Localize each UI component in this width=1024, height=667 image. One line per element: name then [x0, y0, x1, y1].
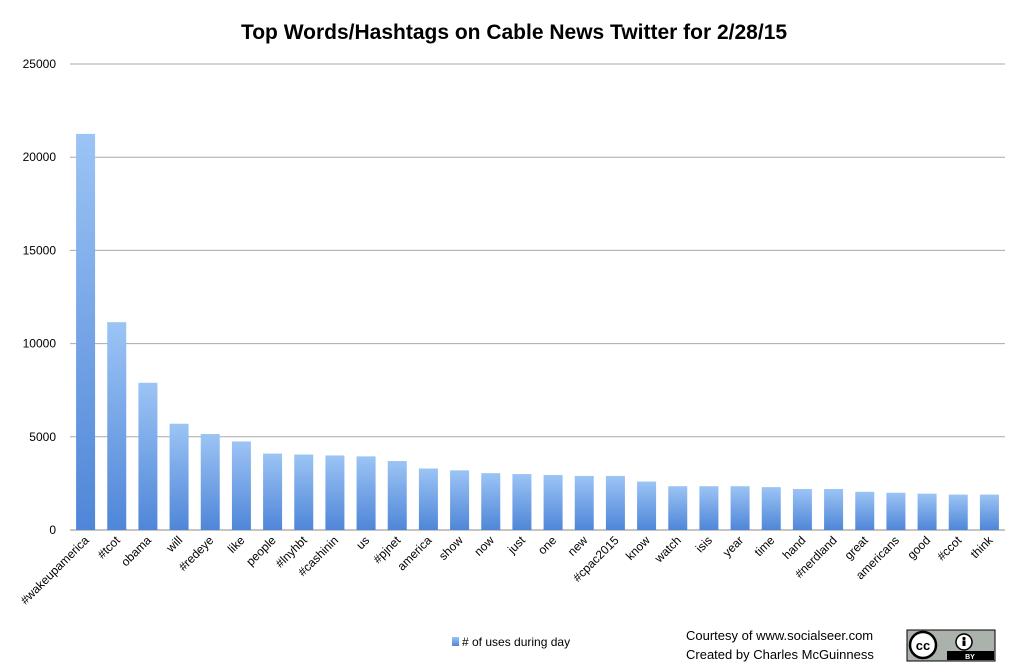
bar-hand: [792, 488, 812, 530]
bar-ccot: [948, 494, 968, 530]
bar-obama: [138, 382, 158, 530]
y-tick-label: 10000: [23, 337, 57, 351]
x-tick-label: people: [243, 533, 279, 569]
legend: # of uses during day: [452, 635, 570, 649]
bar-america: [418, 468, 438, 530]
cc-icon: [908, 630, 938, 660]
bar-americans: [886, 492, 906, 530]
x-tick-label: like: [225, 533, 248, 556]
x-tick-label: good: [904, 533, 933, 562]
bar-new: [574, 475, 594, 530]
bar-one: [543, 475, 563, 530]
legend-swatch: [452, 637, 459, 646]
x-tick-label: year: [720, 533, 746, 559]
x-tick-label: #wakeupamerica: [18, 533, 92, 607]
x-tick-label: think: [968, 533, 997, 562]
bar-pjnet: [387, 461, 407, 530]
x-tick-label: show: [436, 533, 466, 563]
x-tick-label: isis: [693, 533, 715, 555]
x-tick-label: watch: [651, 533, 684, 566]
y-tick-label: 5000: [29, 430, 56, 444]
bar-just: [512, 474, 532, 530]
bar-us: [356, 456, 376, 530]
bar-show: [450, 470, 470, 530]
x-tick-label: just: [504, 533, 528, 557]
y-tick-label: 15000: [23, 243, 57, 257]
credit-line-2: Created by Charles McGuinness: [686, 647, 874, 662]
bar-great: [855, 491, 875, 530]
bar-lnyhbt: [294, 454, 314, 530]
x-tick-label: us: [353, 533, 372, 552]
bar-cashinin: [325, 455, 345, 530]
bar-will: [169, 423, 189, 530]
cc-by-badge[interactable]: cc BY: [906, 629, 996, 662]
bar-nerdland: [824, 488, 844, 530]
bar-people: [263, 453, 283, 530]
bar-think: [979, 494, 999, 530]
x-tick-label: #ccot: [934, 533, 965, 564]
x-tick-label: obama: [118, 533, 154, 569]
credits: Courtesy of www.socialseer.com Created b…: [686, 628, 874, 662]
y-axis: 0 5000 10000 15000 20000 25000: [23, 57, 57, 537]
x-tick-label: america: [394, 533, 434, 573]
x-tick-label: #redeye: [176, 533, 217, 574]
credit-line-1: Courtesy of www.socialseer.com: [686, 628, 873, 643]
legend-label: # of uses during day: [462, 635, 570, 649]
bar-like: [231, 441, 251, 530]
x-tick-label: will: [163, 533, 185, 555]
bar-tcot: [107, 322, 127, 530]
cc-text: cc: [916, 638, 930, 653]
x-tick-label: new: [565, 533, 591, 559]
bar-year: [730, 486, 750, 530]
bar-cpac2015: [605, 475, 625, 530]
gridlines: [70, 63, 1005, 531]
chart-title: Top Words/Hashtags on Cable News Twitter…: [241, 21, 787, 44]
bar-watch: [668, 486, 688, 530]
bar-now: [481, 473, 501, 530]
bar-time: [761, 487, 781, 530]
bar-wakeupamerica: [76, 133, 96, 530]
bars: [76, 133, 999, 530]
y-tick-label: 20000: [23, 150, 57, 164]
y-tick-label: 0: [49, 523, 56, 537]
x-tick-label: know: [623, 533, 653, 563]
bar-redeye: [200, 434, 220, 530]
x-tick-label: now: [471, 533, 497, 559]
y-tick-label: 25000: [23, 57, 57, 71]
bar-good: [917, 493, 937, 530]
x-tick-label: one: [535, 533, 559, 557]
bar-know: [637, 481, 657, 530]
by-text: BY: [965, 654, 975, 661]
x-tick-label: time: [751, 533, 777, 559]
bar-isis: [699, 486, 719, 530]
